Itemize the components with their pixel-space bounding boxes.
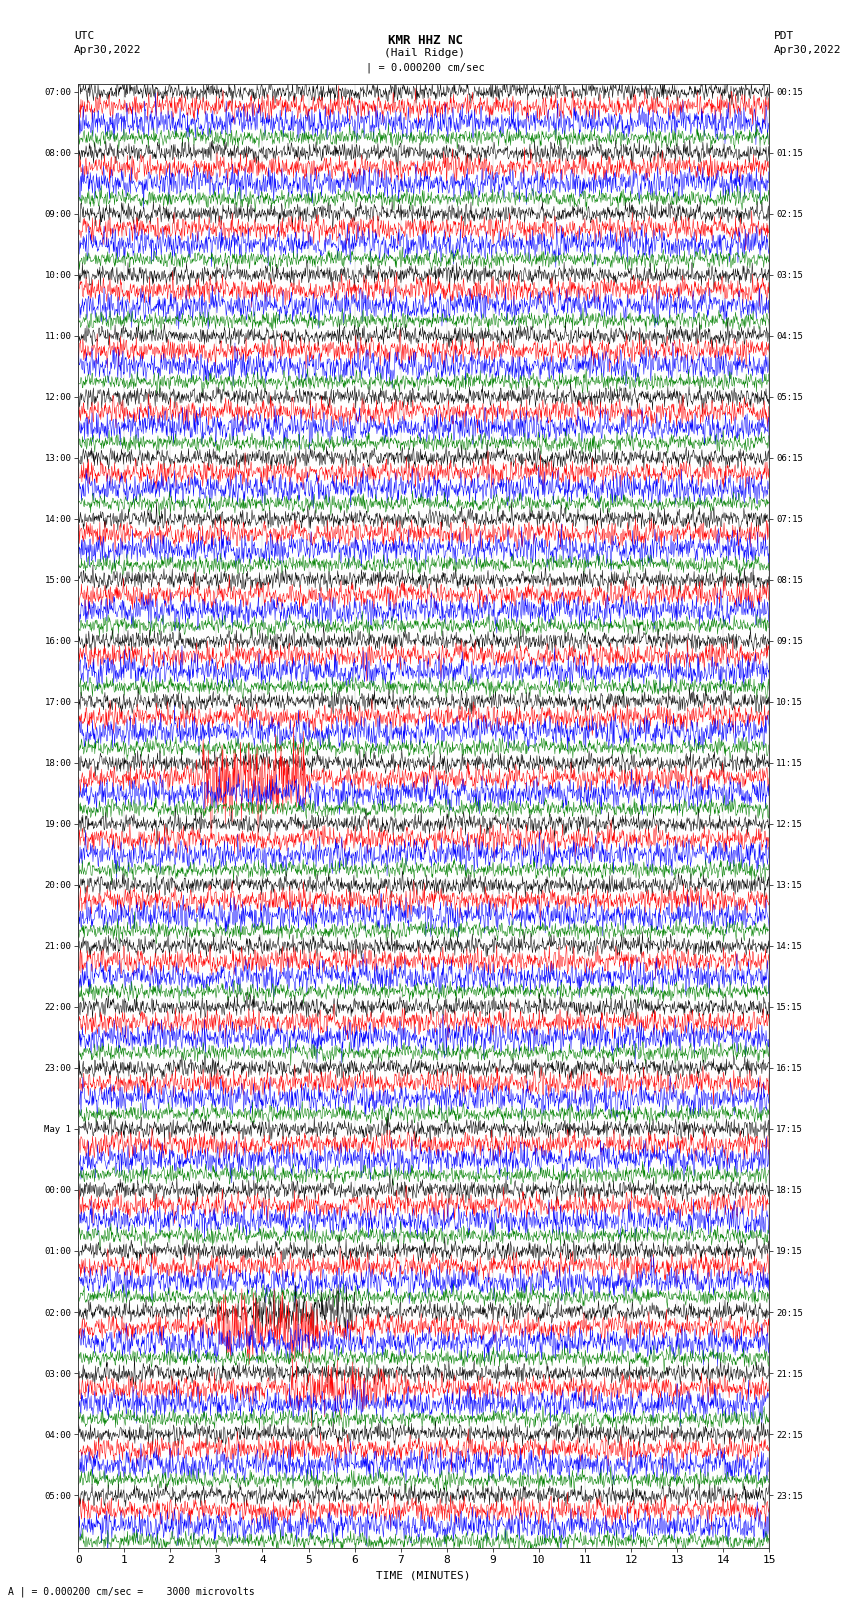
Text: (Hail Ridge): (Hail Ridge) bbox=[384, 48, 466, 58]
Text: A | = 0.000200 cm/sec =    3000 microvolts: A | = 0.000200 cm/sec = 3000 microvolts bbox=[8, 1586, 255, 1597]
Text: KMR HHZ NC: KMR HHZ NC bbox=[388, 34, 462, 47]
Text: Apr30,2022: Apr30,2022 bbox=[74, 45, 141, 55]
Text: UTC: UTC bbox=[74, 31, 94, 40]
X-axis label: TIME (MINUTES): TIME (MINUTES) bbox=[377, 1571, 471, 1581]
Text: Apr30,2022: Apr30,2022 bbox=[774, 45, 841, 55]
Text: | = 0.000200 cm/sec: | = 0.000200 cm/sec bbox=[366, 63, 484, 74]
Text: PDT: PDT bbox=[774, 31, 794, 40]
